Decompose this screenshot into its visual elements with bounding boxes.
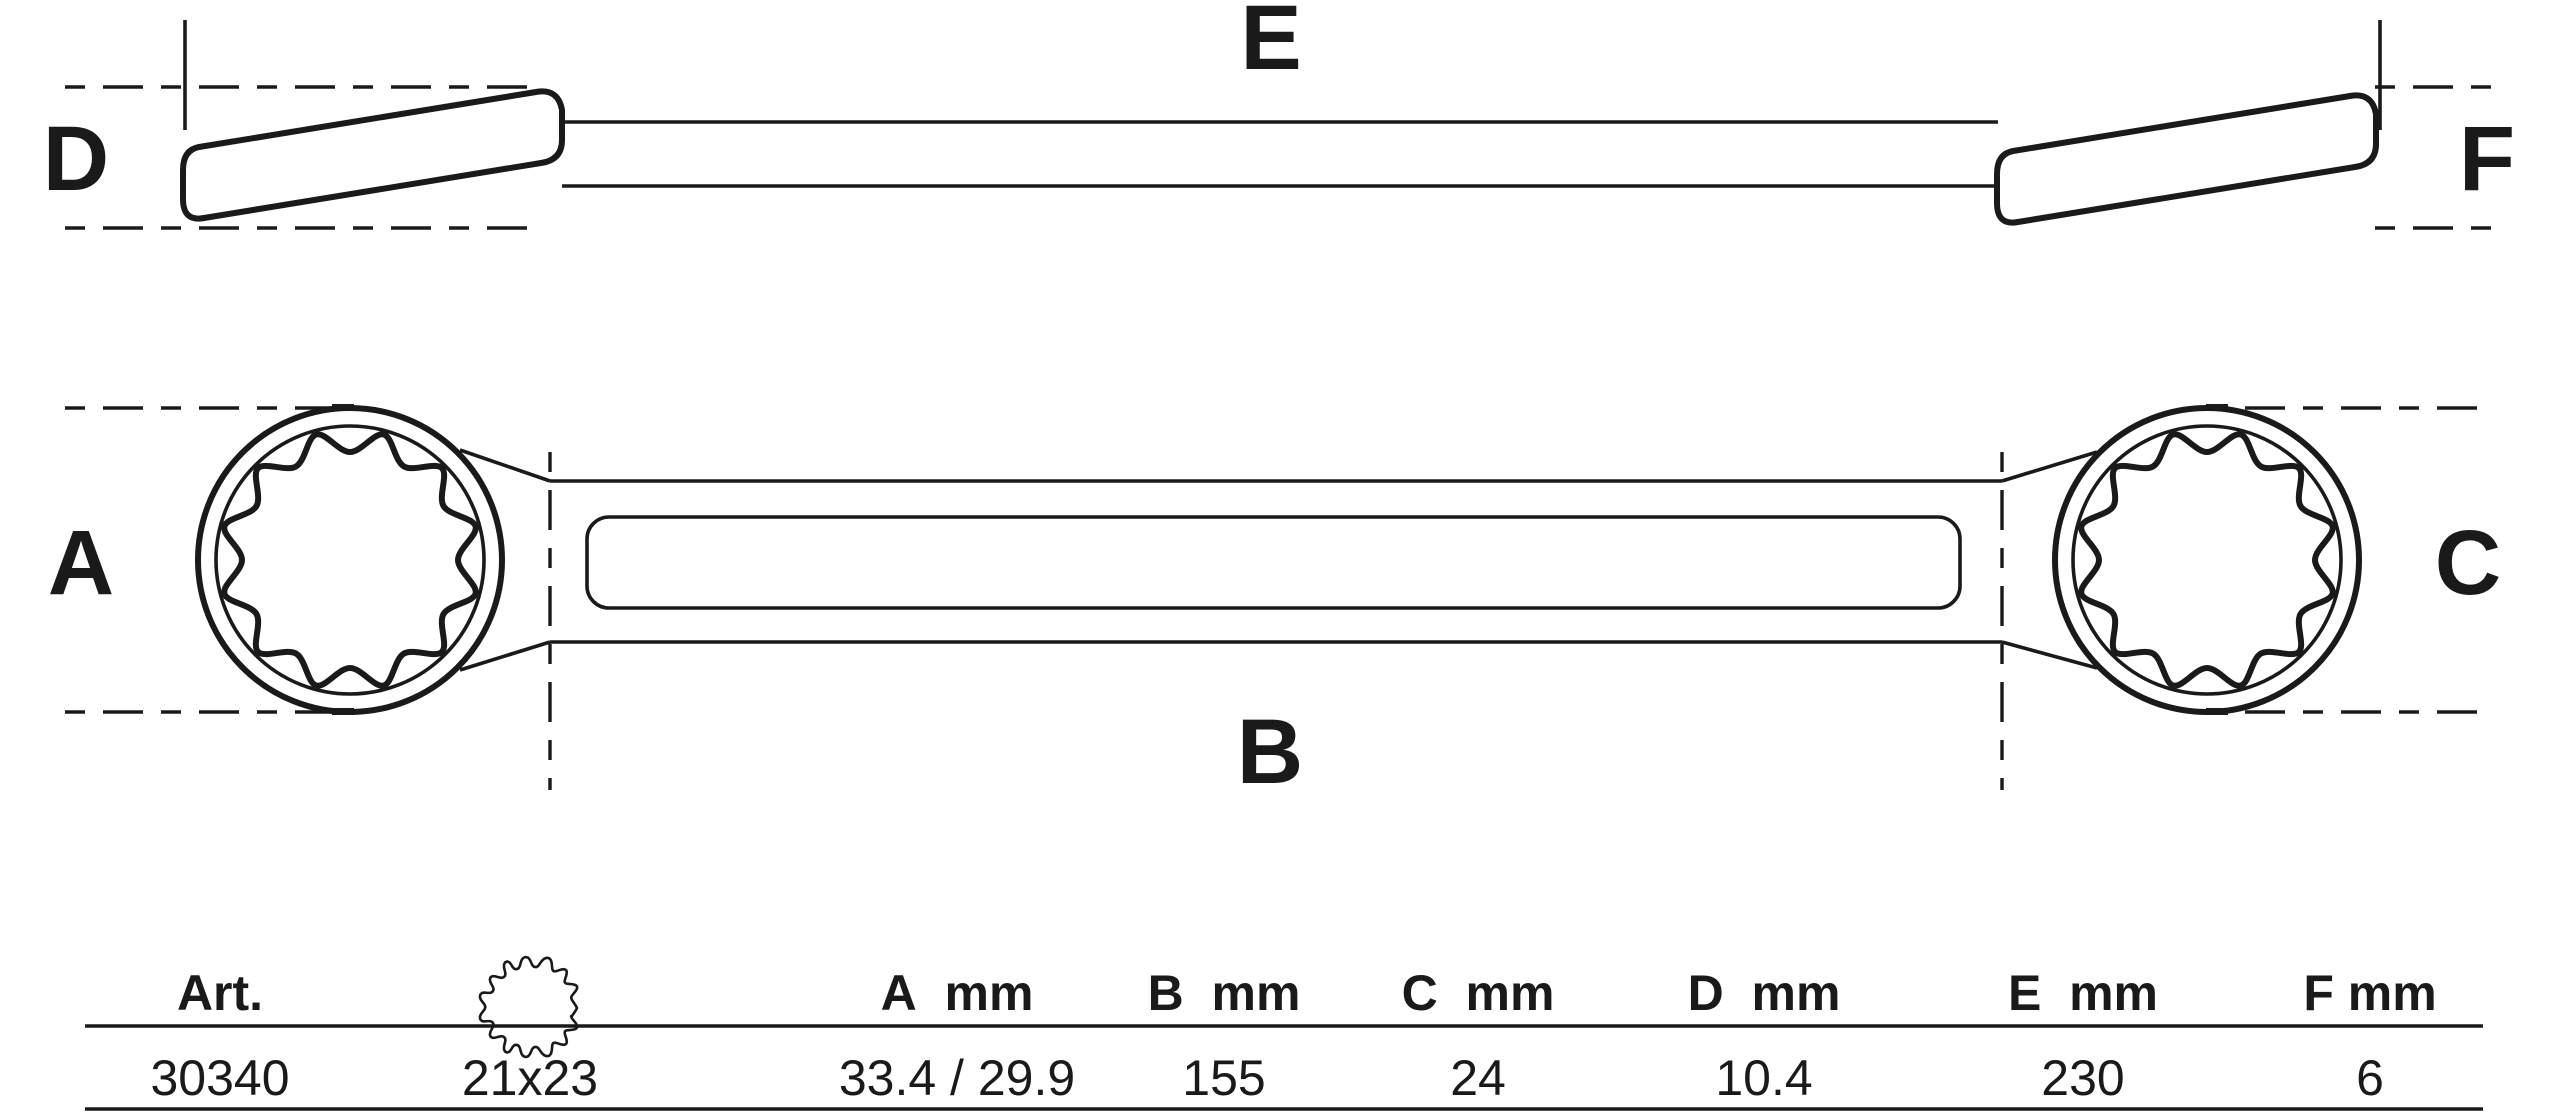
svg-text:D mm: D mm xyxy=(1688,965,1841,1021)
svg-text:B: B xyxy=(1237,701,1303,803)
svg-text:C mm: C mm xyxy=(1402,965,1555,1021)
svg-text:A mm: A mm xyxy=(881,965,1034,1021)
svg-text:6: 6 xyxy=(2356,1050,2384,1106)
svg-text:30340: 30340 xyxy=(150,1050,289,1106)
svg-text:21x23: 21x23 xyxy=(462,1050,598,1106)
svg-text:E: E xyxy=(1240,0,1301,89)
svg-text:F mm: F mm xyxy=(2303,965,2436,1021)
svg-text:33.4 / 29.9: 33.4 / 29.9 xyxy=(839,1050,1075,1106)
svg-text:24: 24 xyxy=(1450,1050,1506,1106)
svg-text:155: 155 xyxy=(1182,1050,1265,1106)
svg-text:Art.: Art. xyxy=(177,965,263,1021)
svg-text:B mm: B mm xyxy=(1148,965,1301,1021)
svg-text:F: F xyxy=(2459,108,2515,210)
svg-text:230: 230 xyxy=(2041,1050,2124,1106)
svg-text:A: A xyxy=(48,512,114,614)
svg-text:D: D xyxy=(43,108,109,210)
svg-text:10.4: 10.4 xyxy=(1715,1050,1812,1106)
svg-text:E mm: E mm xyxy=(2008,965,2158,1021)
svg-text:C: C xyxy=(2435,512,2501,614)
